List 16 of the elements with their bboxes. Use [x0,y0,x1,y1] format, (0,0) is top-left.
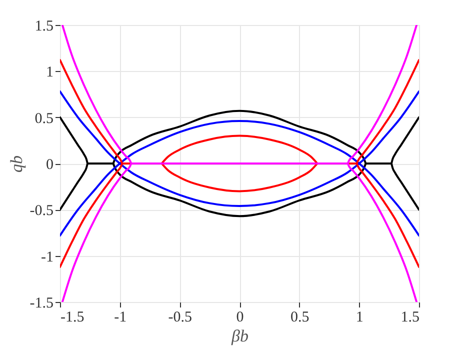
x-tick-label: 0.5 [290,310,310,326]
x-tick-label: -1 [114,310,127,326]
x-tick-label: -0.5 [168,310,192,326]
x-tick-label: 1.5 [400,310,420,326]
y-tick-label: 0 [46,157,54,173]
y-tick-label: 0.5 [34,110,54,127]
x-axis-title: βb [230,326,248,346]
y-tick-label: -1 [41,249,54,266]
y-tick-label: -1.5 [30,296,54,312]
y-axis-title: qb [6,156,26,172]
x-tick-label: 0 [236,310,244,326]
x-tick-label: 1 [356,310,364,326]
y-tick-label: 1.5 [34,18,54,34]
y-tick-label: 1 [46,64,54,81]
x-tick-label: -1.5 [60,310,84,326]
y-tick-label: -0.5 [30,203,54,220]
